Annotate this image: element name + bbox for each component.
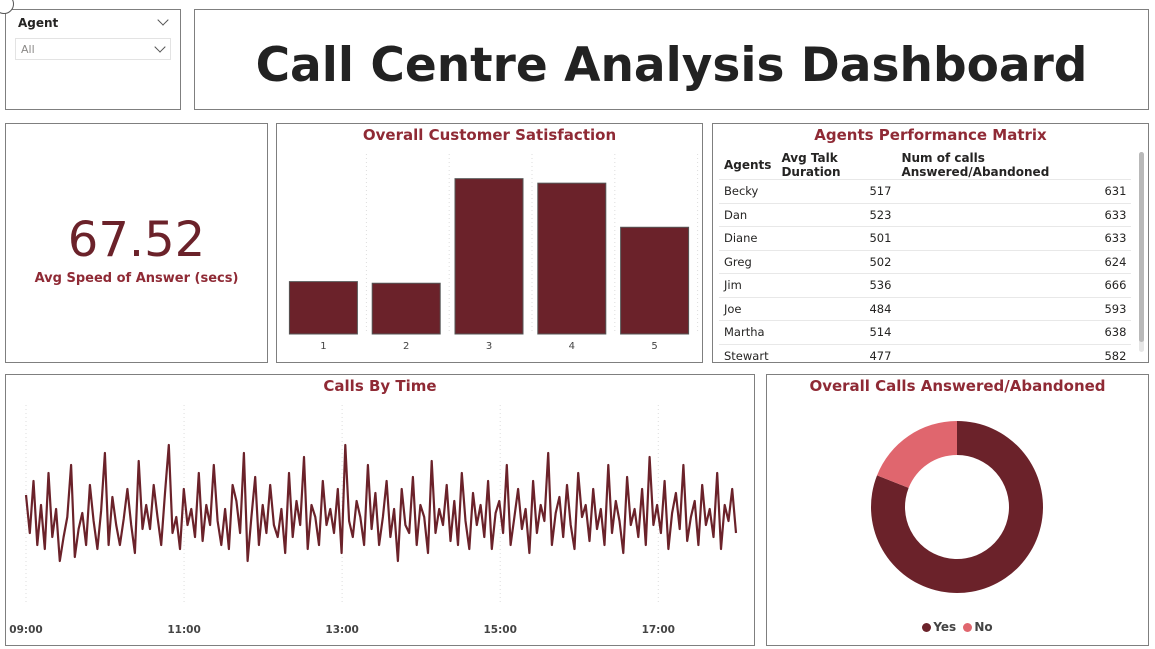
agent-dropdown[interactable]: All [15, 38, 171, 60]
table-row[interactable]: Greg 502 624 [719, 249, 1132, 274]
agent-name-cell: Diane [719, 226, 777, 250]
calls-series-line[interactable] [24, 443, 738, 563]
donut-legend: Yes No [767, 620, 1148, 634]
x-tick-label: 09:00 [9, 624, 42, 636]
legend-no-label: No [974, 620, 993, 634]
x-tick-label: 13:00 [325, 624, 358, 636]
calls-cell: 666 [896, 273, 1132, 297]
calls-cell: 633 [896, 202, 1132, 227]
agents-matrix-table: Agents Avg Talk Duration Num of calls An… [719, 151, 1132, 362]
matrix-scrollbar[interactable] [1139, 152, 1144, 342]
table-row[interactable]: Becky 517 631 [719, 179, 1132, 203]
legend-yes-label: Yes [933, 620, 957, 634]
col-header-talk-duration[interactable]: Avg Talk Duration [781, 151, 841, 179]
agent-name-cell: Dan [719, 202, 777, 227]
agent-name-cell: Jim [719, 273, 777, 297]
kpi-card: 67.52 Avg Speed of Answer (secs) [5, 123, 268, 363]
calls-cell: 633 [896, 226, 1132, 250]
answered-donut-chart [871, 421, 1043, 593]
agents-matrix-panel: Agents Performance Matrix Agents Avg Tal… [712, 123, 1149, 363]
x-tick-label: 4 [569, 341, 575, 352]
dropdown-chevron-icon [154, 41, 166, 53]
satisfaction-chart-panel: Overall Customer Satisfaction 1 2 3 4 5 [276, 123, 703, 363]
table-row[interactable]: Joe 484 593 [719, 296, 1132, 321]
agent-name-cell: Greg [719, 249, 777, 274]
x-tick-label: 3 [486, 341, 492, 352]
kpi-label: Avg Speed of Answer (secs) [34, 271, 239, 286]
calls-cell: 631 [896, 179, 1132, 203]
donut-chart-title: Overall Calls Answered/Abandoned [809, 377, 1106, 395]
answered-donut-panel: Overall Calls Answered/Abandoned Yes No [766, 374, 1149, 646]
agent-name-cell: Becky [719, 179, 777, 203]
talk-duration-cell: 501 [776, 226, 897, 250]
table-row[interactable]: Stewart 477 582 [719, 343, 1132, 362]
table-row[interactable]: Jim 536 666 [719, 273, 1132, 297]
bar-2[interactable] [371, 282, 441, 335]
agent-name-cell: Martha [719, 320, 777, 344]
satisfaction-chart-title: Overall Customer Satisfaction [362, 126, 617, 144]
matrix-title: Agents Performance Matrix [814, 126, 1047, 144]
back-icon[interactable] [0, 0, 14, 14]
bar-4[interactable] [537, 182, 607, 335]
table-row[interactable]: Diane 501 633 [719, 226, 1132, 250]
x-tick-label: 17:00 [642, 624, 675, 636]
matrix-header-row: Agents Avg Talk Duration Num of calls An… [719, 151, 1131, 180]
calls-cell: 624 [896, 249, 1132, 274]
title-panel: Call Centre Analysis Dashboard [194, 9, 1149, 110]
talk-duration-cell: 477 [776, 343, 897, 362]
agent-dropdown-value: All [21, 43, 35, 56]
talk-duration-cell: 536 [776, 273, 897, 297]
calls-cell: 638 [896, 320, 1132, 344]
line-chart-title: Calls By Time [323, 377, 437, 395]
calls-cell: 582 [896, 343, 1132, 362]
chevron-down-icon[interactable] [157, 14, 169, 26]
calls-cell: 593 [896, 296, 1132, 321]
col-header-agents[interactable]: Agents [724, 158, 772, 172]
x-tick-label: 11:00 [167, 624, 200, 636]
x-tick-label: 15:00 [483, 624, 516, 636]
bar-1[interactable] [288, 281, 358, 335]
talk-duration-cell: 517 [776, 179, 897, 203]
agent-slicer[interactable]: Agent All [5, 9, 181, 110]
bar-5[interactable] [620, 226, 690, 335]
calls-by-time-chart: 09:00 11:00 13:00 15:00 17:00 [9, 405, 738, 636]
talk-duration-cell: 523 [776, 202, 897, 227]
table-row[interactable]: Martha 514 638 [719, 320, 1132, 344]
x-tick-label: 1 [320, 341, 326, 352]
talk-duration-cell: 514 [776, 320, 897, 344]
table-row[interactable]: Dan 523 633 [719, 202, 1132, 227]
donut-slice-no[interactable] [877, 421, 957, 488]
slicer-label: Agent [18, 16, 59, 30]
calls-by-time-panel: Calls By Time 09:00 11:00 13:00 15:00 17:00 [5, 374, 755, 646]
col-header-calls[interactable]: Num of calls Answered/Abandoned [901, 151, 1050, 179]
talk-duration-cell: 502 [776, 249, 897, 274]
bar-3[interactable] [454, 178, 524, 335]
agent-name-cell: Joe [719, 296, 777, 321]
satisfaction-bar-chart: 1 2 3 4 5 [288, 154, 699, 352]
legend-no-marker [963, 623, 973, 632]
x-tick-label: 2 [403, 341, 409, 352]
x-tick-label: 5 [651, 341, 657, 352]
donut-slice-yes[interactable] [871, 421, 1043, 593]
page-title: Call Centre Analysis Dashboard [255, 38, 1088, 93]
legend-yes-marker [922, 623, 932, 632]
talk-duration-cell: 484 [776, 296, 897, 321]
kpi-value: 67.52 [67, 212, 206, 268]
agent-name-cell: Stewart [719, 343, 777, 362]
